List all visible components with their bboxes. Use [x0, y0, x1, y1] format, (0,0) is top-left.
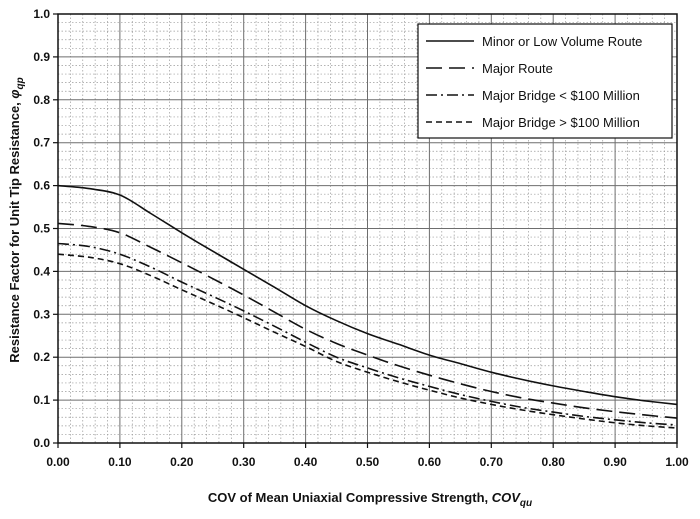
x-tick-label: 0.80: [542, 455, 566, 469]
x-tick-label: 0.20: [170, 455, 194, 469]
y-tick-label: 0.3: [33, 307, 50, 321]
y-tick-label: 0.2: [33, 350, 50, 364]
y-tick-label: 0.5: [33, 222, 50, 236]
y-tick-label: 0.1: [33, 393, 50, 407]
x-tick-label: 0.60: [418, 455, 442, 469]
y-tick-label: 0.0: [33, 436, 50, 450]
y-tick-label: 0.9: [33, 50, 50, 64]
x-tick-label: 0.90: [603, 455, 627, 469]
tick-labels: 0.00 0.10 0.20 0.30 0.40 0.50 0.60 0.70 0.80 0.90…: [33, 7, 689, 469]
y-tick-label: 1.0: [33, 7, 50, 21]
legend-label: Major Route: [482, 61, 553, 76]
x-axis-title: COV of Mean Uniaxial Compressive Strengt…: [208, 490, 532, 509]
series-line-4: [57, 253, 678, 429]
x-tick-label: 1.00: [665, 455, 689, 469]
series-line-1: [57, 184, 678, 406]
x-tick-label: 0.10: [108, 455, 132, 469]
y-tick-label: 0.8: [33, 93, 50, 107]
legend-box: [417, 23, 673, 139]
series-line-2: [57, 222, 678, 419]
x-axis-title-symbol: COV: [492, 490, 522, 505]
y-tick-label: 0.7: [33, 136, 50, 150]
legend-label: Major Bridge > $100 Million: [482, 115, 640, 130]
y-axis-title-text: Resistance Factor for Unit Tip Resistanc…: [7, 99, 22, 363]
series-lines: [57, 184, 678, 429]
y-tick-label: 0.4: [33, 264, 50, 278]
x-tick-label: 0.30: [232, 455, 256, 469]
legend: Minor or Low Volume Route Major Route Majo…: [417, 23, 673, 139]
y-tick-label: 0.6: [33, 179, 50, 193]
series-line-3: [57, 242, 678, 426]
legend-label: Major Bridge < $100 Million: [482, 88, 640, 103]
legend-label: Minor or Low Volume Route: [482, 34, 642, 49]
x-tick-label: 0.70: [480, 455, 504, 469]
x-tick-label: 0.50: [356, 455, 380, 469]
y-axis-title: Resistance Factor for Unit Tip Resistanc…: [7, 77, 26, 363]
x-axis-title-text: COV of Mean Uniaxial Compressive Strengt…: [208, 490, 492, 505]
x-tick-label: 0.40: [294, 455, 318, 469]
x-tick-label: 0.00: [46, 455, 70, 469]
y-axis-title-subscript: qp: [15, 77, 26, 89]
x-axis-title-subscript: qu: [520, 498, 532, 509]
y-axis-title-symbol: φ: [7, 89, 22, 98]
